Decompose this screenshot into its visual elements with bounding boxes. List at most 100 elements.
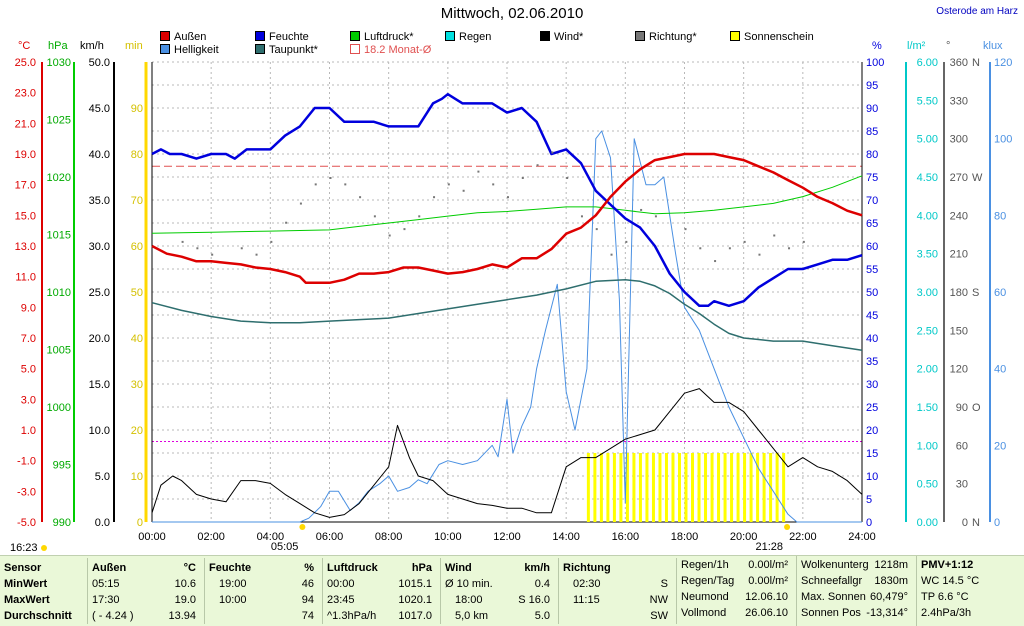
pressure-tick-label: 1025 xyxy=(47,115,71,127)
vollmond-date: 26.06.10 xyxy=(745,607,788,619)
pressure-trend-value: 2.4hPa/3h xyxy=(921,607,972,619)
time-marker xyxy=(41,545,47,551)
feuchte-unit: % xyxy=(304,562,314,574)
time-tick-label: 02:00 xyxy=(197,531,225,543)
vollmond-label: Vollmond xyxy=(681,607,727,619)
wind-tick-label: 0.0 xyxy=(95,517,110,529)
temp-tick-label: -1.0 xyxy=(17,456,36,468)
direction-tick-label: 0 xyxy=(962,517,968,529)
sun-tick-label: 60 xyxy=(131,241,143,253)
direction-tick-label: 150 xyxy=(950,325,968,337)
wind-tick-label: 5.0 xyxy=(95,471,110,483)
rain-tick-label: 4.50 xyxy=(917,172,938,184)
aussen-max-time: 17:30 xyxy=(92,594,120,606)
sunshine-bar xyxy=(664,453,668,522)
direction-dot xyxy=(314,183,317,186)
wind-tick-label: 40.0 xyxy=(89,149,110,161)
wind-tick-label: 10.0 xyxy=(89,425,110,437)
regen-hour-label: Regen/1h xyxy=(681,559,729,571)
feuchte-min-time: 19:00 xyxy=(219,578,247,590)
windchill-value: WC 14.5 °C xyxy=(921,575,980,587)
footer-sensor: Sensor MinWert MaxWert Durchschnitt xyxy=(0,558,88,624)
direction-dot xyxy=(595,228,598,231)
footer-feuchte: Feuchte% 19:00 46 10:00 94 74 xyxy=(205,558,323,624)
luftdruck-min-value: 1015.1 xyxy=(398,578,432,590)
direction-tick-label: 120 xyxy=(950,364,968,376)
sunrise-marker xyxy=(299,524,306,530)
sunshine-bar xyxy=(638,453,642,522)
humidity-tick-label: 90 xyxy=(866,103,878,115)
aussen-min-value: 10.6 xyxy=(174,578,196,590)
rain-tick-label: 6.00 xyxy=(917,57,938,69)
humidity-tick-label: 85 xyxy=(866,126,878,138)
light-tick-label: 40 xyxy=(994,364,1006,376)
direction-dot xyxy=(270,240,273,243)
sunshine-bar xyxy=(697,453,701,522)
direction-dot xyxy=(728,247,731,250)
wind-unit: km/h xyxy=(524,562,550,574)
wind-max-time: 18:00 xyxy=(455,594,483,606)
unit-humidity: % xyxy=(872,40,882,52)
weather-chart: 25.0 23.0 21.0 19.0 17.0 15.0 13.0 11.0 9.0 7.0 5.… xyxy=(10,57,1012,554)
direction-dot xyxy=(773,234,776,237)
direction-dot xyxy=(580,215,583,218)
legend-item-monthly-average: 18.2 Monat-Ø xyxy=(350,44,431,56)
rain-tick-label: 2.00 xyxy=(917,364,938,376)
feuchte-avg-value: 74 xyxy=(301,610,314,622)
humidity-tick-label: 95 xyxy=(866,80,878,92)
direction-tick-label: 300 xyxy=(950,134,968,146)
direction-dot xyxy=(654,215,657,218)
light-tick-label: 100 xyxy=(994,134,1012,146)
aussen-avg-note: ( - 4.24 ) xyxy=(92,610,134,622)
time-tick-label: 24:00 xyxy=(848,531,876,543)
rain-tick-label: 0.00 xyxy=(917,517,938,529)
row-label-max: MaxWert xyxy=(4,594,50,606)
sunshine-bar xyxy=(651,453,655,522)
temp-tick-label: 9.0 xyxy=(21,302,36,314)
direction-dot xyxy=(492,183,495,186)
time-tick-label: 14:00 xyxy=(552,531,580,543)
sunshine-bar xyxy=(619,453,623,522)
aussen-max-value: 19.0 xyxy=(174,594,196,606)
feuchte-min-value: 46 xyxy=(301,578,314,590)
direction-dot xyxy=(255,253,258,256)
time-tick-label: 00:00 xyxy=(138,531,166,543)
footer-wind: Wind km/h Ø 10 min. 0.4 18:00 S 16.0 5,0 km… xyxy=(441,558,559,624)
legend-item-taupunkt: Taupunkt* xyxy=(255,44,318,56)
direction-dot xyxy=(285,221,288,224)
wind-tick-label: 25.0 xyxy=(89,287,110,299)
direction-tick-label: 180 xyxy=(950,287,968,299)
footer-luftdruck: Luftdruck hPa 00:00 1015.1 23:45 1020.1 ^1.… xyxy=(323,558,441,624)
temp-tick-label: 13.0 xyxy=(15,241,36,253)
rain-tick-label: 5.00 xyxy=(917,134,938,146)
wind-max-value: S 16.0 xyxy=(518,594,550,606)
direction-dot xyxy=(299,202,302,205)
taupunkt-value: TP 6.6 °C xyxy=(921,591,969,603)
direction-dots xyxy=(181,151,805,263)
row-label-min: MinWert xyxy=(4,578,48,590)
temp-tick-label: 17.0 xyxy=(15,180,36,192)
legend-item-regen: Regen xyxy=(445,31,491,43)
pressure-tick-label: 1020 xyxy=(47,172,71,184)
unit-light: klux xyxy=(983,40,1003,52)
time-tick-label: 22:00 xyxy=(789,531,817,543)
rain-tick-label: 2.50 xyxy=(917,325,938,337)
sunshine-bar xyxy=(671,453,675,522)
luftdruck-unit: hPa xyxy=(411,562,432,574)
direction-dot xyxy=(536,164,539,167)
sunshine-bar xyxy=(612,453,616,522)
richtung-value-1: S xyxy=(660,578,668,590)
direction-dot xyxy=(211,253,214,256)
direction-letter-label: W xyxy=(972,172,983,184)
regen-day-value: 0.00l/m² xyxy=(748,575,788,587)
humidity-tick-label: 65 xyxy=(866,218,878,230)
temp-tick-label: 1.0 xyxy=(21,425,36,437)
temp-tick-label: 15.0 xyxy=(15,210,36,222)
humidity-tick-label: 55 xyxy=(866,264,878,276)
direction-dot xyxy=(788,247,791,250)
direction-dot xyxy=(359,196,362,199)
time-tick-label: 04:00 xyxy=(257,531,285,543)
sunshine-bar xyxy=(684,453,688,522)
direction-dot xyxy=(802,240,805,243)
series-line-wind xyxy=(151,388,863,518)
